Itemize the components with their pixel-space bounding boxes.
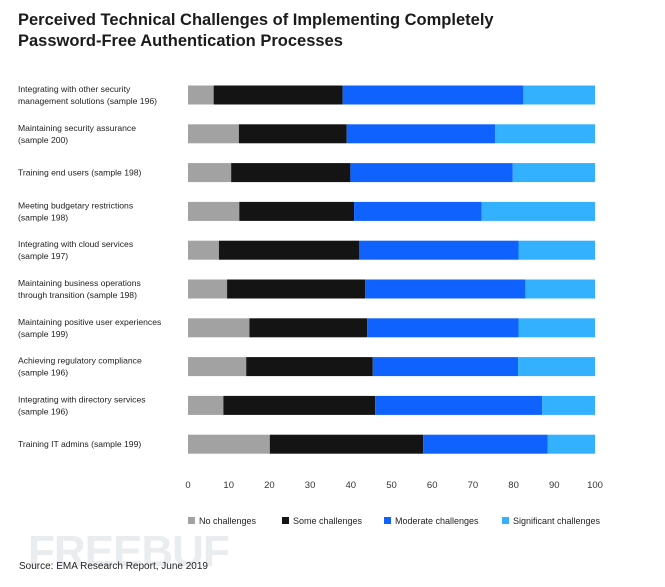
category-label: Maintaining positive user experiences (sa…: [18, 317, 161, 339]
bar-segment: [365, 279, 526, 299]
bar-segment: [518, 318, 595, 338]
category-label-line: Maintaining positive user experiences: [18, 317, 161, 327]
x-tick-label: 50: [386, 480, 397, 491]
legend-label: Moderate challenges: [395, 516, 479, 526]
bar-segment: [188, 201, 240, 221]
category-label-line: Training end users (sample 198): [18, 168, 142, 178]
category-label-line: (sample 196): [18, 406, 68, 416]
x-tick-label: 60: [427, 480, 438, 491]
legend-swatch: [502, 517, 509, 524]
bar-segment: [495, 124, 595, 144]
bar-segment: [518, 240, 595, 260]
bar-segment: [218, 240, 360, 260]
legend-swatch: [384, 517, 391, 524]
category-label: Training IT admins (sample 199): [18, 439, 141, 449]
legend-label: Some challenges: [293, 516, 363, 526]
bar-segment: [188, 318, 250, 338]
category-label-line: (sample 198): [18, 212, 68, 222]
category-label-line: (sample 199): [18, 329, 68, 339]
bar-segment: [188, 85, 214, 105]
chart-title-line-1: Perceived Technical Challenges of Implem…: [18, 11, 494, 29]
bar-segment: [213, 85, 343, 105]
watermark: FREEBUF: [28, 527, 230, 576]
category-label-line: Maintaining security assurance: [18, 123, 136, 133]
legend-label: Significant challenges: [513, 516, 601, 526]
category-label-line: Maintaining business operations: [18, 278, 141, 288]
category-label-line: through transition (sample 198): [18, 290, 137, 300]
bar-segment: [525, 279, 595, 299]
bar-segment: [188, 240, 219, 260]
chart-title-line-2: Password-Free Authentication Processes: [18, 32, 343, 50]
bar-segment: [354, 201, 482, 221]
bar-segment: [523, 85, 595, 105]
bar-segment: [188, 357, 247, 377]
bar-segment: [188, 395, 224, 415]
bar-segment: [239, 201, 355, 221]
x-tick-label: 90: [549, 480, 560, 491]
bar-segment: [512, 163, 595, 183]
bar-segment: [188, 279, 228, 299]
bar-segment: [238, 124, 347, 144]
bar-segment: [269, 434, 424, 454]
bar-segment: [542, 395, 595, 415]
bar-segment: [249, 318, 368, 338]
x-tick-label: 10: [223, 480, 234, 491]
bar-segment: [481, 201, 595, 221]
bar-segment: [423, 434, 548, 454]
category-label-line: (sample 200): [18, 135, 68, 145]
category-label: Achieving regulatory compliance (sample 1…: [18, 356, 142, 378]
x-tick-label: 100: [587, 480, 603, 491]
legend-swatch: [282, 517, 289, 524]
category-label: Meeting budgetary restrictions (sample 19…: [18, 200, 133, 222]
x-tick-label: 20: [264, 480, 275, 491]
bar-segment: [547, 434, 595, 454]
category-label-line: Achieving regulatory compliance: [18, 356, 142, 366]
x-tick-label: 0: [185, 480, 190, 491]
category-label-line: Meeting budgetary restrictions: [18, 200, 133, 210]
category-label: Integrating with other security managemen…: [18, 84, 157, 106]
bar-segment: [227, 279, 366, 299]
category-label: Integrating with directory services (samp…: [18, 394, 146, 416]
bar-segment: [346, 124, 496, 144]
bar-segment: [367, 318, 519, 338]
bar-segment: [375, 395, 543, 415]
x-tick-label: 40: [346, 480, 357, 491]
bar-segment: [223, 395, 376, 415]
bar-segment: [350, 163, 513, 183]
category-label-line: (sample 196): [18, 368, 68, 378]
legend-label: No challenges: [199, 516, 257, 526]
category-label-line: Training IT admins (sample 199): [18, 439, 141, 449]
legend-swatch: [188, 517, 195, 524]
category-label-line: (sample 197): [18, 251, 68, 261]
bar-segment: [188, 434, 270, 454]
x-tick-label: 80: [508, 480, 519, 491]
category-label-line: Integrating with directory services: [18, 394, 146, 404]
category-label-line: Integrating with other security: [18, 84, 131, 94]
x-tick-label: 30: [305, 480, 316, 491]
x-tick-label: 70: [468, 480, 479, 491]
category-label: Maintaining business operations through t…: [18, 278, 141, 300]
category-label: Maintaining security assurance (sample 20…: [18, 123, 136, 145]
bar-segment: [188, 163, 232, 183]
bar-segment: [188, 124, 239, 144]
category-label-line: management solutions (sample 196): [18, 96, 157, 106]
bar-segment: [246, 357, 373, 377]
bar-segment: [342, 85, 524, 105]
bar-segment: [372, 357, 519, 377]
source-note: Source: EMA Research Report, June 2019: [19, 561, 208, 572]
bar-segment: [231, 163, 351, 183]
category-label: Training end users (sample 198): [18, 168, 142, 178]
category-label: Integrating with cloud services (sample 1…: [18, 239, 133, 261]
category-label-line: Integrating with cloud services: [18, 239, 133, 249]
chart-title: Perceived Technical Challenges of Implem…: [18, 10, 618, 52]
bar-segment: [518, 357, 595, 377]
bar-segment: [359, 240, 519, 260]
